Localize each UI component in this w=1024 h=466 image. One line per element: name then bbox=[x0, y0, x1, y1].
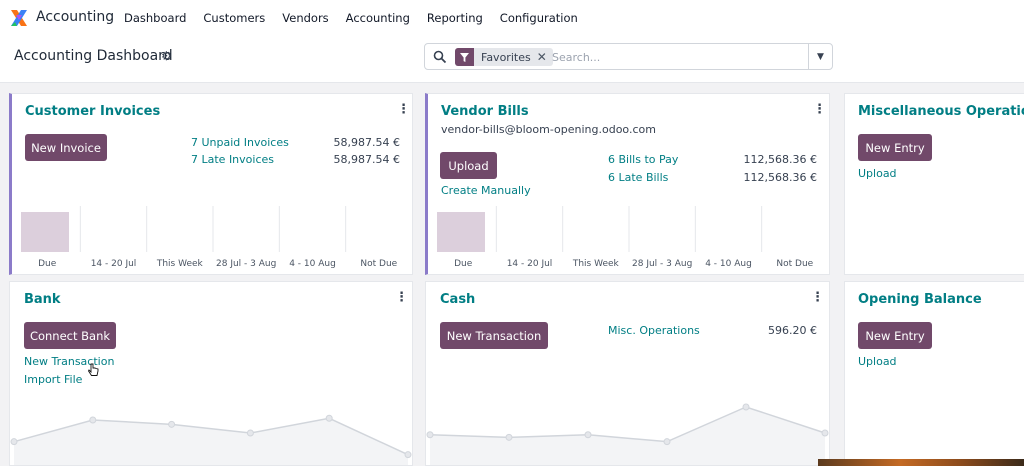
search-icon bbox=[433, 50, 447, 64]
connect-bank-button[interactable]: Connect Bank bbox=[24, 322, 116, 349]
menu-item-accounting[interactable]: Accounting bbox=[345, 11, 410, 25]
import-file-link[interactable]: Import File bbox=[24, 373, 83, 386]
bank-chart[interactable] bbox=[10, 399, 412, 465]
customer-invoices-card: Customer Invoices ⋮ New Invoice 7 Unpaid… bbox=[9, 93, 413, 275]
cash-chart[interactable] bbox=[426, 399, 829, 465]
chart-point-0[interactable] bbox=[10, 438, 18, 446]
unpaid-invoices-amount: 58,987.54 € bbox=[333, 136, 400, 149]
bank-card: Bank ⋮ Connect Bank New Transaction Impo… bbox=[9, 281, 413, 466]
remove-facet-icon[interactable]: ✕ bbox=[536, 50, 547, 64]
misc-operations-card: Miscellaneous Operations New Entry Uploa… bbox=[844, 93, 1024, 275]
chart-point-1[interactable] bbox=[89, 416, 97, 424]
new-entry-button[interactable]: New Entry bbox=[858, 134, 932, 161]
late-bills-link[interactable]: 6 Late Bills bbox=[608, 171, 669, 184]
control-panel: Accounting Dashboard ⚙ Favorites ✕ ▼ bbox=[0, 36, 1024, 83]
bills-to-pay-amount: 112,568.36 € bbox=[743, 153, 817, 166]
card-title[interactable]: Opening Balance bbox=[858, 292, 982, 307]
filter-icon bbox=[455, 48, 474, 66]
chart-x-label: 28 Jul - 3 Aug bbox=[632, 259, 692, 269]
background-photo-strip bbox=[818, 459, 1024, 466]
kebab-menu-icon[interactable]: ⋮ bbox=[811, 290, 824, 305]
app-name[interactable]: Accounting bbox=[36, 9, 115, 25]
cash-card: Cash ⋮ New Transaction Misc. Operations … bbox=[425, 281, 830, 466]
favorites-facet[interactable]: Favorites ✕ bbox=[455, 48, 553, 66]
card-title[interactable]: Miscellaneous Operations bbox=[858, 104, 1024, 119]
chart-bar-0[interactable] bbox=[21, 212, 69, 252]
late-bills-amount: 112,568.36 € bbox=[743, 171, 817, 184]
card-title[interactable]: Bank bbox=[24, 292, 61, 307]
chart-line bbox=[13, 417, 409, 456]
chart-point-1[interactable] bbox=[505, 433, 513, 441]
late-invoices-amount: 58,987.54 € bbox=[333, 153, 400, 166]
menu-item-dashboard[interactable]: Dashboard bbox=[124, 11, 187, 25]
chart-x-label: This Week bbox=[572, 259, 620, 269]
chart-x-label: Due bbox=[454, 259, 473, 269]
create-manually-link[interactable]: Create Manually bbox=[441, 184, 531, 197]
page-title: Accounting Dashboard bbox=[14, 48, 173, 64]
misc-operations-amount: 596.20 € bbox=[768, 324, 817, 337]
search-options-dropdown-icon[interactable]: ▼ bbox=[808, 44, 832, 69]
kebab-menu-icon[interactable]: ⋮ bbox=[395, 290, 408, 305]
misc-operations-link[interactable]: Misc. Operations bbox=[608, 324, 700, 337]
chart-x-label: 4 - 10 Aug bbox=[289, 259, 336, 269]
new-transaction-button[interactable]: New Transaction bbox=[440, 322, 548, 349]
mouse-pointer-icon bbox=[88, 363, 99, 376]
kebab-menu-icon[interactable]: ⋮ bbox=[813, 102, 826, 117]
chart-x-label: 14 - 20 Jul bbox=[507, 259, 553, 269]
gear-icon[interactable]: ⚙ bbox=[161, 49, 172, 63]
late-invoices-link[interactable]: 7 Late Invoices bbox=[191, 153, 274, 166]
chart-point-5[interactable] bbox=[821, 429, 829, 437]
chart-line bbox=[429, 406, 826, 443]
chart-point-0[interactable] bbox=[426, 431, 434, 439]
chart-point-4[interactable] bbox=[742, 403, 750, 411]
favorites-facet-label: Favorites bbox=[481, 50, 531, 64]
menu-item-configuration[interactable]: Configuration bbox=[499, 11, 578, 25]
chart-bar-0[interactable] bbox=[437, 212, 485, 252]
opening-balance-card: Opening Balance New Entry Upload bbox=[844, 281, 1024, 466]
vendor-bills-chart[interactable]: Due 14 - 20 Jul This Week 28 Jul - 3 Aug 4 -… bbox=[430, 206, 828, 274]
chart-point-3[interactable] bbox=[663, 438, 671, 446]
menu-item-reporting[interactable]: Reporting bbox=[426, 11, 483, 25]
card-title[interactable]: Customer Invoices bbox=[25, 104, 161, 119]
app-logo-icon[interactable] bbox=[10, 9, 28, 27]
main-menu: Dashboard Customers Vendors Accounting R… bbox=[124, 11, 595, 25]
new-transaction-link[interactable]: New Transaction bbox=[24, 355, 115, 368]
menu-item-vendors[interactable]: Vendors bbox=[282, 11, 329, 25]
chart-x-label: 4 - 10 Aug bbox=[705, 259, 752, 269]
chart-area bbox=[430, 407, 825, 465]
upload-button[interactable]: Upload bbox=[440, 152, 497, 179]
upload-link[interactable]: Upload bbox=[858, 355, 897, 368]
search-input[interactable] bbox=[552, 48, 802, 66]
chart-x-label: 14 - 20 Jul bbox=[91, 259, 137, 269]
search-bar[interactable]: Favorites ✕ ▼ bbox=[424, 43, 833, 70]
chart-point-5[interactable] bbox=[404, 451, 412, 459]
chart-x-label: 28 Jul - 3 Aug bbox=[216, 259, 276, 269]
vendor-bills-email: vendor-bills@bloom-opening.odoo.com bbox=[441, 123, 656, 136]
chart-point-2[interactable] bbox=[168, 420, 176, 428]
new-entry-button[interactable]: New Entry bbox=[858, 322, 932, 349]
new-invoice-button[interactable]: New Invoice bbox=[25, 134, 107, 161]
top-navbar: Accounting Dashboard Customers Vendors A… bbox=[0, 0, 1024, 36]
customer-invoices-chart[interactable]: Due 14 - 20 Jul This Week 28 Jul - 3 Aug 4 -… bbox=[14, 206, 412, 274]
chart-point-3[interactable] bbox=[246, 429, 254, 437]
bills-to-pay-link[interactable]: 6 Bills to Pay bbox=[608, 153, 679, 166]
chart-x-label: This Week bbox=[156, 259, 204, 269]
card-title[interactable]: Vendor Bills bbox=[441, 104, 529, 119]
unpaid-invoices-link[interactable]: 7 Unpaid Invoices bbox=[191, 136, 289, 149]
chart-point-4[interactable] bbox=[325, 414, 333, 422]
vendor-bills-card: Vendor Bills ⋮ vendor-bills@bloom-openin… bbox=[425, 93, 830, 275]
kebab-menu-icon[interactable]: ⋮ bbox=[397, 102, 410, 117]
chart-point-2[interactable] bbox=[584, 431, 592, 439]
chart-x-label: Not Due bbox=[360, 259, 397, 269]
upload-link[interactable]: Upload bbox=[858, 167, 897, 180]
chart-x-label: Due bbox=[38, 259, 57, 269]
chart-x-label: Not Due bbox=[776, 259, 813, 269]
card-title[interactable]: Cash bbox=[440, 292, 476, 307]
chart-area bbox=[14, 418, 408, 465]
menu-item-customers[interactable]: Customers bbox=[203, 11, 266, 25]
